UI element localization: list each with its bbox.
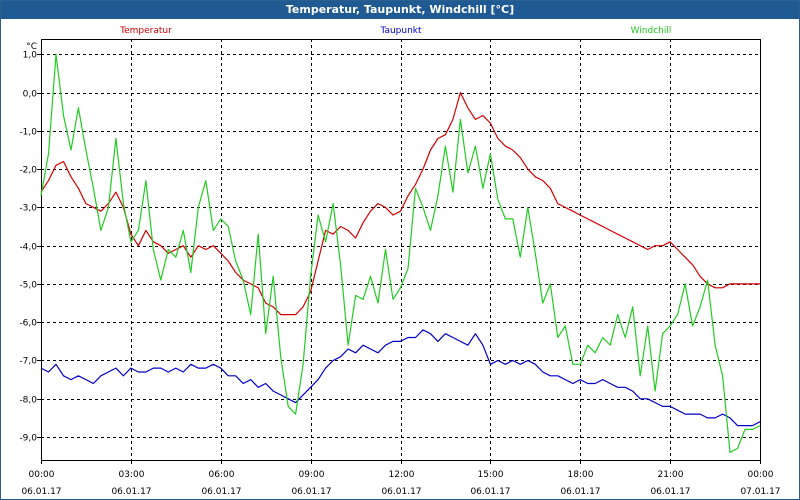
y-tick-label: -4,0: [19, 243, 37, 253]
x-tick-date: 06.01.17: [560, 487, 600, 497]
y-axis-label: °C: [26, 42, 37, 52]
series-line-temperatur: [40, 91, 760, 316]
x-tick-time: 00:00: [29, 470, 55, 480]
x-tick-time: 18:00: [568, 470, 594, 480]
series-lines: [40, 53, 761, 453]
y-tick-label: 1,0: [23, 51, 38, 61]
x-tick-date: 06.01.17: [201, 487, 241, 497]
y-tick-label: -7,0: [19, 357, 37, 367]
x-tick-time: 06:00: [209, 470, 235, 480]
labels: 1,0 0,0 -1,0 -2,0 -3,0 -4,0 -5,0 -6,0 -7,0 -8,0 -9…: [19, 42, 780, 497]
x-tick-date: 06.01.17: [111, 487, 151, 497]
x-tick-time: 03:00: [119, 470, 145, 480]
legend: Temperatur Taupunkt Windchill: [119, 26, 671, 36]
axes: [37, 39, 761, 464]
x-tick-date: 06.01.17: [650, 487, 690, 497]
legend-taupunkt: Taupunkt: [379, 26, 422, 36]
x-tick-date: 06.01.17: [291, 487, 331, 497]
x-tick-date: 07.01.17: [740, 487, 780, 497]
y-tick-label: -3,0: [19, 204, 37, 214]
x-tick-time: 12:00: [389, 470, 415, 480]
series-line-windchill: [40, 53, 761, 453]
series-line-taupunkt: [40, 329, 761, 427]
y-tick-label: -5,0: [19, 281, 37, 291]
y-tick-label: -9,0: [19, 434, 37, 444]
grid: [41, 39, 760, 460]
y-tick-label: -2,0: [19, 166, 37, 176]
x-tick-time: 15:00: [478, 470, 504, 480]
x-tick-time: 21:00: [658, 470, 684, 480]
x-tick-time: 09:00: [299, 470, 325, 480]
x-tick-date: 06.01.17: [470, 487, 510, 497]
x-tick-date: 06.01.17: [21, 487, 61, 497]
x-tick-date: 06.01.17: [381, 487, 421, 497]
y-tick-label: -8,0: [19, 396, 37, 406]
y-tick-label: -6,0: [19, 319, 37, 329]
legend-temperatur: Temperatur: [119, 26, 172, 36]
x-tick-time: 00:00: [748, 470, 774, 480]
legend-windchill: Windchill: [631, 26, 672, 36]
y-tick-label: -1,0: [19, 128, 37, 138]
window-title: Temperatur, Taupunkt, Windchill [°C]: [1, 1, 799, 19]
plot-frame: [41, 39, 761, 461]
y-tick-label: 0,0: [23, 90, 38, 100]
